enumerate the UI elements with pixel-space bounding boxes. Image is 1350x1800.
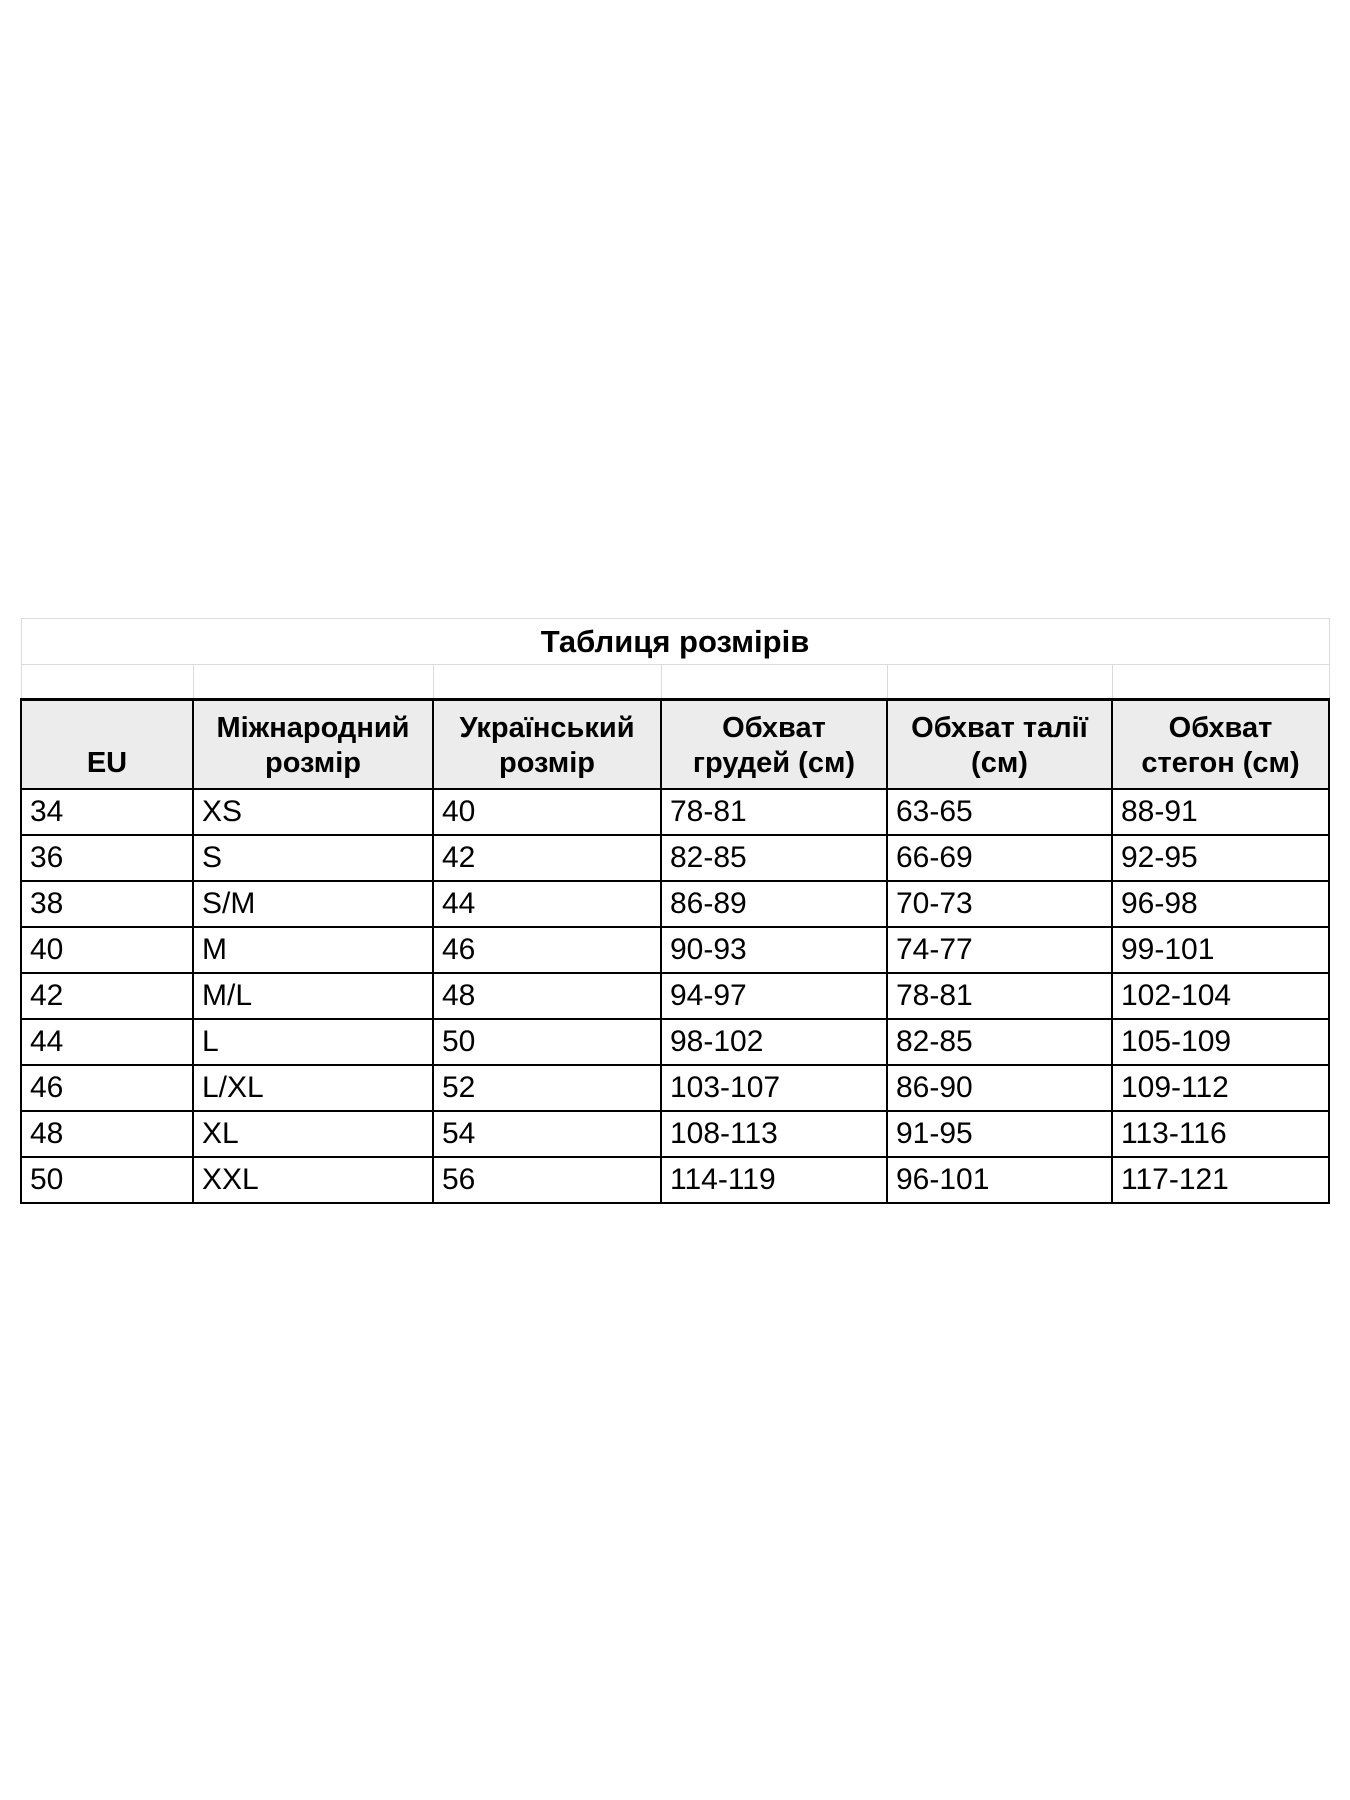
- spacer-cell: [192, 664, 434, 700]
- table-title: Таблиця розмірів: [20, 618, 1330, 665]
- header-line: EU: [86, 747, 128, 779]
- table-cell: 38: [20, 880, 194, 928]
- table-cell: 99-101: [1110, 926, 1331, 974]
- header-cell-waist: Обхват талії (см): [886, 698, 1113, 790]
- table-row: 38 S/M 44 86-89 70-73 96-98: [20, 880, 1331, 928]
- table-cell: 50: [20, 1156, 194, 1204]
- header-line: розмір: [265, 747, 361, 779]
- table-title-row: Таблиця розмірів: [20, 618, 1330, 665]
- table-cell: 44: [20, 1018, 194, 1066]
- table-cell: 82-85: [660, 834, 888, 882]
- table-cell: 48: [432, 972, 662, 1020]
- table-row: 34 XS 40 78-81 63-65 88-91: [20, 788, 1331, 836]
- table-cell: 88-91: [1110, 788, 1331, 836]
- table-cell: 50: [432, 1018, 662, 1066]
- table-cell: 48: [20, 1110, 194, 1158]
- table-cell: 117-121: [1110, 1156, 1331, 1204]
- header-line: (см): [971, 747, 1028, 779]
- table-cell: 109-112: [1110, 1064, 1331, 1112]
- table-cell: 46: [20, 1064, 194, 1112]
- table-cell: 74-77: [886, 926, 1113, 974]
- header-cell-hips: Обхват стегон (см): [1110, 698, 1331, 790]
- header-cell-eu: EU: [20, 698, 194, 790]
- header-line: стегон (см): [1141, 747, 1300, 779]
- table-cell: 56: [432, 1156, 662, 1204]
- table-cell: 36: [20, 834, 194, 882]
- table-cell: 63-65: [886, 788, 1113, 836]
- table-cell: M/L: [192, 972, 434, 1020]
- table-cell: 103-107: [660, 1064, 888, 1112]
- table-cell: L/XL: [192, 1064, 434, 1112]
- table-cell: M: [192, 926, 434, 974]
- table-cell: 90-93: [660, 926, 888, 974]
- table-cell: 114-119: [660, 1156, 888, 1204]
- table-cell: 113-116: [1110, 1110, 1331, 1158]
- spacer-cell: [1111, 664, 1330, 700]
- header-line: Обхват талії: [911, 712, 1088, 744]
- table-row: 46 L/XL 52 103-107 86-90 109-112: [20, 1064, 1331, 1112]
- table-cell: S/M: [192, 880, 434, 928]
- table-cell: 102-104: [1110, 972, 1331, 1020]
- header-cell-ukrainian-size: Український розмір: [432, 698, 662, 790]
- table-cell: 105-109: [1110, 1018, 1331, 1066]
- spacer-cell: [20, 664, 194, 700]
- table-cell: 82-85: [886, 1018, 1113, 1066]
- table-cell: 108-113: [660, 1110, 888, 1158]
- spacer-cell: [660, 664, 888, 700]
- table-row: 42 M/L 48 94-97 78-81 102-104: [20, 972, 1331, 1020]
- table-row: 40 M 46 90-93 74-77 99-101: [20, 926, 1331, 974]
- table-cell: 86-90: [886, 1064, 1113, 1112]
- table-cell: 52: [432, 1064, 662, 1112]
- table-cell: L: [192, 1018, 434, 1066]
- table-cell: 70-73: [886, 880, 1113, 928]
- header-line: Обхват: [722, 712, 826, 744]
- table-cell: XXL: [192, 1156, 434, 1204]
- table-row: 48 XL 54 108-113 91-95 113-116: [20, 1110, 1331, 1158]
- header-line: розмір: [499, 747, 595, 779]
- spacer-cell: [432, 664, 662, 700]
- table-cell: 44: [432, 880, 662, 928]
- size-table: Таблиця розмірів EU Міжнародний розмір У…: [20, 618, 1331, 1204]
- header-row: EU Міжнародний розмір Український розмір…: [20, 698, 1331, 790]
- table-cell: 98-102: [660, 1018, 888, 1066]
- table-cell: XL: [192, 1110, 434, 1158]
- size-chart: Таблиця розмірів EU Міжнародний розмір У…: [20, 618, 1331, 1204]
- table-cell: XS: [192, 788, 434, 836]
- table-cell: 34: [20, 788, 194, 836]
- table-cell: 96-101: [886, 1156, 1113, 1204]
- table-cell: 78-81: [886, 972, 1113, 1020]
- table-cell: 86-89: [660, 880, 888, 928]
- table-cell: 91-95: [886, 1110, 1113, 1158]
- table-cell: 94-97: [660, 972, 888, 1020]
- table-row: 44 L 50 98-102 82-85 105-109: [20, 1018, 1331, 1066]
- table-cell: 40: [432, 788, 662, 836]
- table-cell: 42: [20, 972, 194, 1020]
- spacer-row: [20, 664, 1330, 700]
- table-cell: 40: [20, 926, 194, 974]
- table-cell: 78-81: [660, 788, 888, 836]
- header-line: грудей (см): [692, 747, 856, 779]
- header-cell-chest: Обхват грудей (см): [660, 698, 888, 790]
- table-cell: 66-69: [886, 834, 1113, 882]
- header-line: Український: [459, 712, 635, 744]
- table-cell: 42: [432, 834, 662, 882]
- table-cell: 54: [432, 1110, 662, 1158]
- table-row: 36 S 42 82-85 66-69 92-95: [20, 834, 1331, 882]
- table-cell: 92-95: [1110, 834, 1331, 882]
- header-line: Обхват: [1168, 712, 1273, 744]
- header-line: Міжнародний: [216, 712, 410, 744]
- table-cell: 96-98: [1110, 880, 1331, 928]
- table-cell: 46: [432, 926, 662, 974]
- table-cell: S: [192, 834, 434, 882]
- header-cell-international-size: Міжнародний розмір: [192, 698, 434, 790]
- spacer-cell: [886, 664, 1113, 700]
- table-row: 50 XXL 56 114-119 96-101 117-121: [20, 1156, 1331, 1204]
